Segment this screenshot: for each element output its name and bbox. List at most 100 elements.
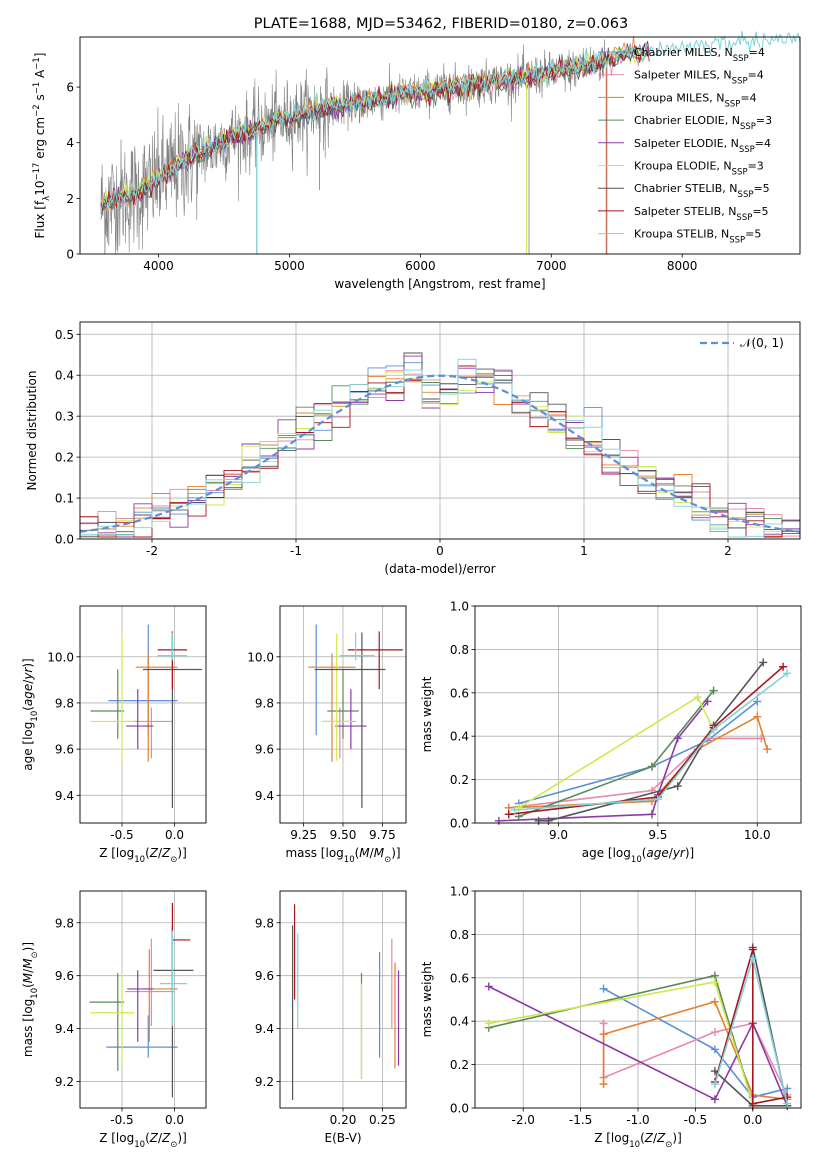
series-marker-chabrier-miles: [710, 1045, 719, 1054]
y-tick-label: 0.1: [55, 492, 74, 506]
y-tick-label: 0.0: [450, 1102, 469, 1116]
series-marker-kroupa-elodie: [484, 1019, 493, 1028]
x-axis-label: Z [log10(Z/Z⊙)]: [99, 1131, 187, 1150]
x-tick-label: 9.5: [648, 828, 667, 842]
y-tick-label: 9.8: [55, 696, 74, 710]
series-marker-salpeter-stelib: [504, 810, 513, 819]
series-line-kroupa-elodie: [488, 981, 754, 1104]
legend-label-normal: 𝒩(0, 1): [740, 336, 784, 350]
y-tick-label: 0.0: [55, 533, 74, 547]
axes-mass_vs_Z: -0.5 0.0 9.2 9.4 9.6 9.8 Z [log10(Z/Z⊙)] mass […: [21, 890, 207, 1150]
series-marker-kroupa-stelib: [783, 1099, 792, 1108]
plot-area-mass_weight_vs_Z: [484, 943, 792, 1110]
y-tick-label: 9.6: [55, 743, 74, 757]
series-marker-chabrier-stelib: [759, 658, 768, 667]
y-tick-label: 0.2: [450, 773, 469, 787]
series-line-kroupa-stelib: [514, 672, 788, 811]
series-marker-chabrier-miles: [753, 697, 762, 706]
legend-label-salpeter-stelib: Salpeter STELIB, NSSP=5: [634, 205, 769, 223]
y-tick-label: 9.4: [255, 789, 274, 803]
plot-area-mass_vs_ebv: [292, 904, 400, 1101]
y-tick-label: 0.8: [450, 643, 469, 657]
axes-frame: [79, 890, 207, 1109]
axes-frame: [79, 36, 801, 255]
y-axis-label: age [log10(age/yr)]: [21, 658, 40, 771]
legend-label-kroupa-elodie: Kroupa ELODIE, NSSP=3: [634, 160, 764, 178]
legend-label-salpeter-elodie: Salpeter ELODIE, NSSP=4: [634, 137, 771, 155]
x-tick-label: -0.5: [684, 1113, 707, 1127]
y-tick-label: 0.2: [450, 1058, 469, 1072]
y-tick-label: 9.2: [55, 1075, 74, 1089]
plot-area-residuals: [79, 352, 801, 539]
y-axis-label: Flux [fλ10−17 erg cm−2 s−1 A−1]: [32, 53, 52, 239]
series-marker-salpeter-stelib: [748, 1099, 757, 1108]
series-marker-kroupa-miles: [599, 1030, 608, 1039]
series-marker-kroupa-elodie: [693, 693, 702, 702]
model-line-chabrier-stelib: [100, 43, 650, 212]
axes-frame: [79, 605, 207, 824]
legend-label-salpeter-miles: Salpeter MILES, NSSP=4: [634, 69, 764, 87]
series-line-salpeter-stelib: [714, 949, 788, 1105]
x-tick-label: 10.0: [744, 828, 771, 842]
series-marker-salpeter-stelib: [748, 945, 757, 954]
x-tick-label: 0.0: [165, 1113, 184, 1127]
series-marker-kroupa-miles: [710, 997, 719, 1006]
series-marker-kroupa-stelib: [653, 795, 662, 804]
series-marker-salpeter-elodie: [703, 697, 712, 706]
series-line-salpeter-stelib: [508, 666, 784, 816]
x-tick-label: -2.0: [512, 1113, 535, 1127]
y-tick-label: 0.0: [450, 817, 469, 831]
axes-age_vs_Z: -0.5 0.0 9.4 9.6 9.8 10.0 Z [log10(Z/Z⊙)] age […: [21, 605, 207, 865]
x-tick-label: 9.75: [369, 828, 396, 842]
x-tick-label: 9.25: [290, 828, 317, 842]
legend-label-chabrier-stelib: Chabrier STELIB, NSSP=5: [634, 182, 770, 200]
y-tick-label: 9.6: [255, 969, 274, 983]
series-marker-salpeter-miles: [710, 1028, 719, 1037]
axes-spectrum: 4000 5000 6000 7000 8000 0 2 4 6 wavelength [Angs…: [32, 30, 801, 291]
x-tick-label: -1.5: [569, 1113, 592, 1127]
x-tick-label: 6000: [405, 259, 436, 273]
y-tick-label: 9.8: [255, 696, 274, 710]
series-marker-kroupa-miles: [647, 797, 656, 806]
legend-label-kroupa-miles: Kroupa MILES, NSSP=4: [634, 91, 757, 109]
series-marker-chabrier-elodie: [647, 762, 656, 771]
y-tick-label: 0.6: [450, 686, 469, 700]
series-marker-salpeter-elodie: [494, 816, 503, 825]
x-tick-label: -0.5: [110, 828, 133, 842]
legend-label-kroupa-stelib: Kroupa STELIB, NSSP=5: [634, 228, 761, 246]
y-axis-label: mass weight: [420, 676, 434, 752]
plot-area-mass_vs_Z: [89, 902, 194, 1098]
axes-residuals: -2 -1 0 1 2 0.0 0.1 0.2 0.3 0.4 0.5 (data-model)/er…: [25, 321, 801, 576]
axes-frame: [279, 890, 407, 1109]
series-line-chabrier-miles: [603, 987, 788, 1099]
model-line-chabrier-elodie: [100, 46, 650, 220]
x-axis-label: wavelength [Angstrom, rest frame]: [334, 277, 545, 291]
x-tick-label: 0.20: [330, 1113, 357, 1127]
axes-frame: [279, 605, 407, 824]
model-line-kroupa-miles: [100, 36, 650, 208]
y-tick-label: 6: [66, 81, 74, 95]
x-axis-label: mass [log10(M/M⊙)]: [285, 846, 400, 865]
axes-age_vs_mass: 9.25 9.50 9.75 9.4 9.6 9.8 10.0 mass [log10(M/M…: [247, 605, 407, 865]
y-tick-label: 0.4: [55, 369, 74, 383]
y-tick-label: 0.4: [450, 1015, 469, 1029]
plot-area-age_vs_mass: [308, 624, 403, 808]
y-axis-label: Normed distribution: [25, 371, 39, 491]
legend-label-chabrier-elodie: Chabrier ELODIE, NSSP=3: [634, 114, 772, 132]
series-marker-salpeter-elodie: [647, 810, 656, 819]
series-marker-kroupa-stelib: [748, 954, 757, 963]
axes-mass_weight_vs_Z: -2.0 -1.5 -1.0 -0.5 0.0 0.0 0.2 0.4 0.6 0.8 1.0 Z […: [420, 885, 802, 1150]
y-tick-label: 10.0: [247, 650, 274, 664]
model-line-salpeter-elodie: [100, 40, 650, 210]
x-tick-label: 2: [724, 544, 732, 558]
series-line-chabrier-miles: [518, 700, 758, 805]
plot-area-mass_weight_vs_age: [494, 658, 792, 825]
axes-mass_weight_vs_age: 9.0 9.5 10.0 0.0 0.2 0.4 0.6 0.8 1.0 age [log10(a…: [420, 600, 802, 865]
y-tick-label: 9.8: [55, 916, 74, 930]
series-marker-chabrier-stelib: [544, 816, 553, 825]
y-tick-label: 9.8: [255, 916, 274, 930]
normal-reference-curve: [79, 374, 801, 533]
series-marker-chabrier-miles: [599, 984, 608, 993]
histogram-kroupa-stelib: [79, 358, 800, 539]
